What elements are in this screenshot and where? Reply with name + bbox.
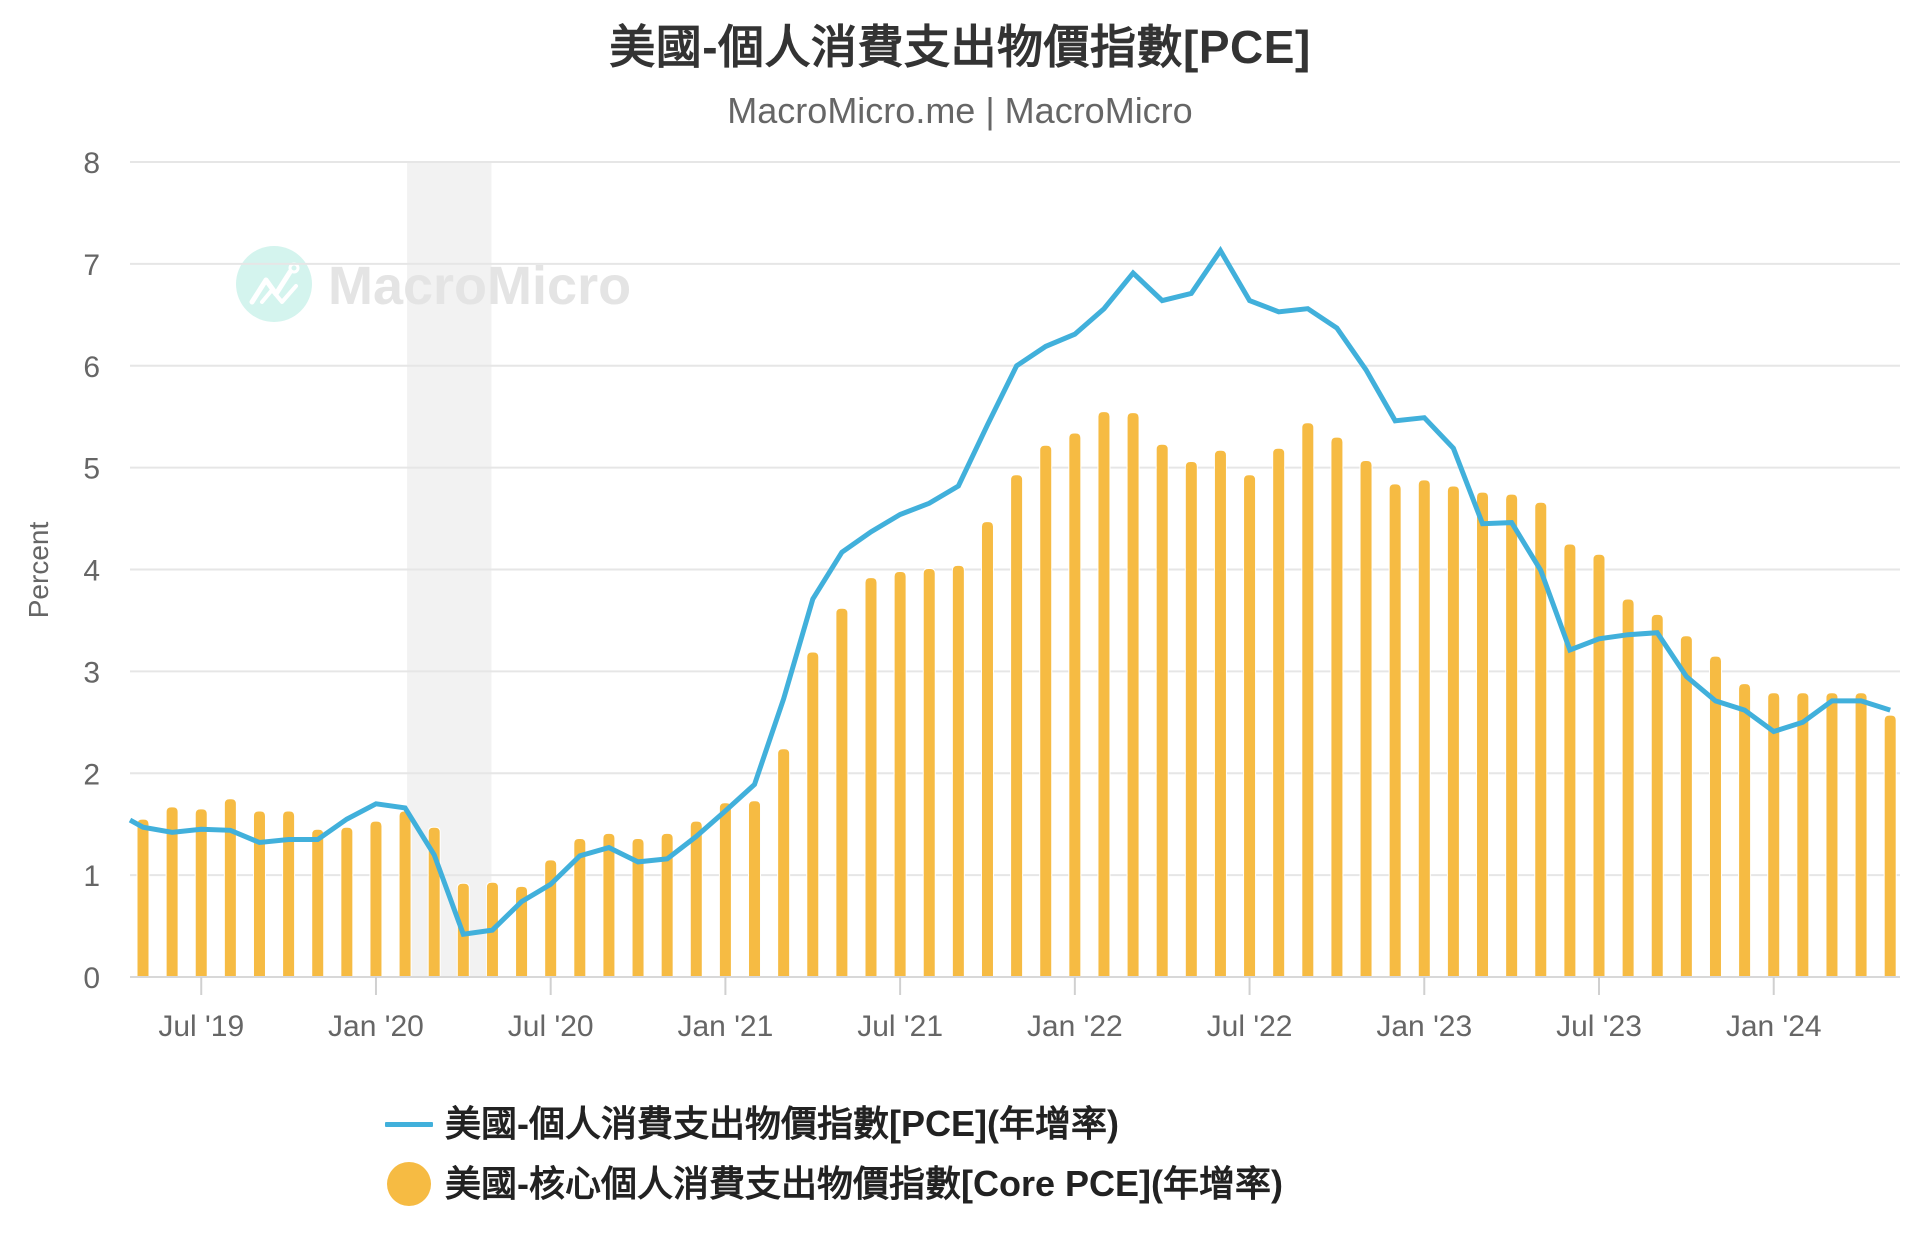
y-tick-label: 2: [83, 758, 100, 791]
legend-item-core-pce[interactable]: 美國-核心個人消費支出物價指數[Core PCE](年增率): [385, 1158, 1283, 1210]
core-pce-bar: [1563, 543, 1577, 978]
x-axis: [130, 976, 1900, 995]
y-tick-label: 5: [83, 453, 100, 486]
core-pce-bar: [951, 564, 965, 978]
core-pce-bar: [602, 832, 616, 978]
core-pce-bar: [806, 651, 820, 978]
core-pce-bar: [660, 832, 674, 978]
x-tick-label: Jan '23: [1376, 1010, 1472, 1043]
core-pce-bar: [1010, 474, 1024, 978]
core-pce-bar: [1767, 692, 1781, 978]
core-pce-bar: [194, 808, 208, 978]
core-pce-bar: [1476, 491, 1490, 978]
core-pce-bar: [1592, 553, 1606, 978]
core-pce-bar: [1883, 714, 1897, 978]
core-pce-bar: [398, 810, 412, 978]
core-pce-bar: [223, 798, 237, 978]
core-pce-bar: [136, 818, 150, 978]
legend-circle-icon: [385, 1158, 433, 1210]
x-tick-label: Jan '20: [328, 1010, 424, 1043]
core-pce-bar: [1854, 692, 1868, 978]
core-pce-bar: [1505, 493, 1519, 978]
x-axis-labels: Jul '19 Jan '20 Jul '20 Jan '21 Jul '21 Jan '…: [158, 1010, 1821, 1043]
macromicro-logo-icon: [236, 246, 312, 322]
x-tick-label: Jul '21: [857, 1010, 943, 1043]
pce-line: [128, 245, 1891, 937]
core-pce-bars: [136, 411, 1897, 978]
core-pce-bar: [1738, 683, 1752, 978]
core-pce-bar: [515, 885, 529, 978]
core-pce-bar: [1330, 436, 1344, 978]
core-pce-bar: [1213, 449, 1227, 978]
core-pce-bar: [689, 820, 703, 978]
core-pce-bar: [1388, 483, 1402, 978]
core-pce-bar: [573, 837, 587, 978]
x-tick-label: Jul '23: [1556, 1010, 1642, 1043]
legend-label-core-pce: 美國-核心個人消費支出物價指數[Core PCE](年增率): [445, 1163, 1283, 1204]
x-tick-label: Jan '24: [1726, 1010, 1822, 1043]
x-tick-label: Jan '21: [677, 1010, 773, 1043]
core-pce-bar: [1417, 479, 1431, 978]
core-pce-bar: [1796, 692, 1810, 978]
core-pce-bar: [1446, 485, 1460, 978]
core-pce-bar: [1243, 474, 1257, 978]
y-tick-label: 8: [83, 147, 100, 180]
core-pce-bar: [252, 810, 266, 978]
core-pce-bar: [922, 567, 936, 978]
core-pce-bar: [1679, 635, 1693, 978]
chart-subtitle: MacroMicro.me | MacroMicro: [727, 90, 1193, 131]
core-pce-bar: [893, 571, 907, 978]
y-tick-label: 0: [83, 962, 100, 995]
y-tick-label: 7: [83, 249, 100, 282]
core-pce-bar: [1272, 447, 1286, 978]
core-pce-bar: [1825, 692, 1839, 978]
x-tick-label: Jul '19: [158, 1010, 244, 1043]
watermark-text: MacroMicro: [328, 256, 631, 316]
x-tick-label: Jul '22: [1207, 1010, 1293, 1043]
core-pce-bar: [1650, 613, 1664, 978]
core-pce-bar: [544, 859, 558, 978]
y-tick-label: 3: [83, 656, 100, 689]
core-pce-bar: [1534, 501, 1548, 978]
legend-item-pce[interactable]: 美國-個人消費支出物價指數[PCE](年增率): [385, 1098, 1119, 1150]
core-pce-bar: [835, 607, 849, 978]
chart-title: 美國-個人消費支出物價指數[PCE]: [609, 21, 1311, 73]
core-pce-bar: [1708, 655, 1722, 978]
core-pce-bar: [864, 577, 878, 978]
watermark: MacroMicro: [236, 246, 631, 322]
core-pce-bar: [1155, 443, 1169, 978]
y-axis-labels: 0 1 2 3 4 5 6 7 8: [83, 147, 100, 995]
core-pce-bar: [369, 820, 383, 978]
core-pce-bar: [340, 826, 354, 978]
y-tick-label: 4: [83, 555, 100, 588]
core-pce-bar: [718, 802, 732, 978]
y-tick-label: 6: [83, 351, 100, 384]
core-pce-bar: [1359, 459, 1373, 978]
core-pce-bar: [1097, 411, 1111, 978]
y-tick-label: 1: [83, 860, 100, 893]
legend-line-icon: [385, 1098, 433, 1150]
core-pce-bar: [1184, 461, 1198, 978]
core-pce-bar: [1621, 598, 1635, 978]
core-pce-bar: [1068, 432, 1082, 978]
core-pce-bar: [748, 800, 762, 978]
core-pce-bar: [631, 837, 645, 978]
core-pce-bar: [1039, 444, 1053, 978]
y-axis-title: Percent: [23, 522, 54, 619]
core-pce-bar: [980, 521, 994, 978]
core-pce-bar: [311, 828, 325, 978]
core-pce-bar: [1301, 422, 1315, 978]
x-tick-label: Jan '22: [1027, 1010, 1123, 1043]
legend-label-pce: 美國-個人消費支出物價指數[PCE](年增率): [445, 1103, 1119, 1144]
core-pce-bar: [1126, 412, 1140, 978]
core-pce-bar: [777, 748, 791, 978]
pce-line-series: [128, 245, 1891, 937]
x-tick-label: Jul '20: [508, 1010, 594, 1043]
core-pce-bar: [165, 806, 179, 978]
core-pce-bar: [282, 810, 296, 978]
